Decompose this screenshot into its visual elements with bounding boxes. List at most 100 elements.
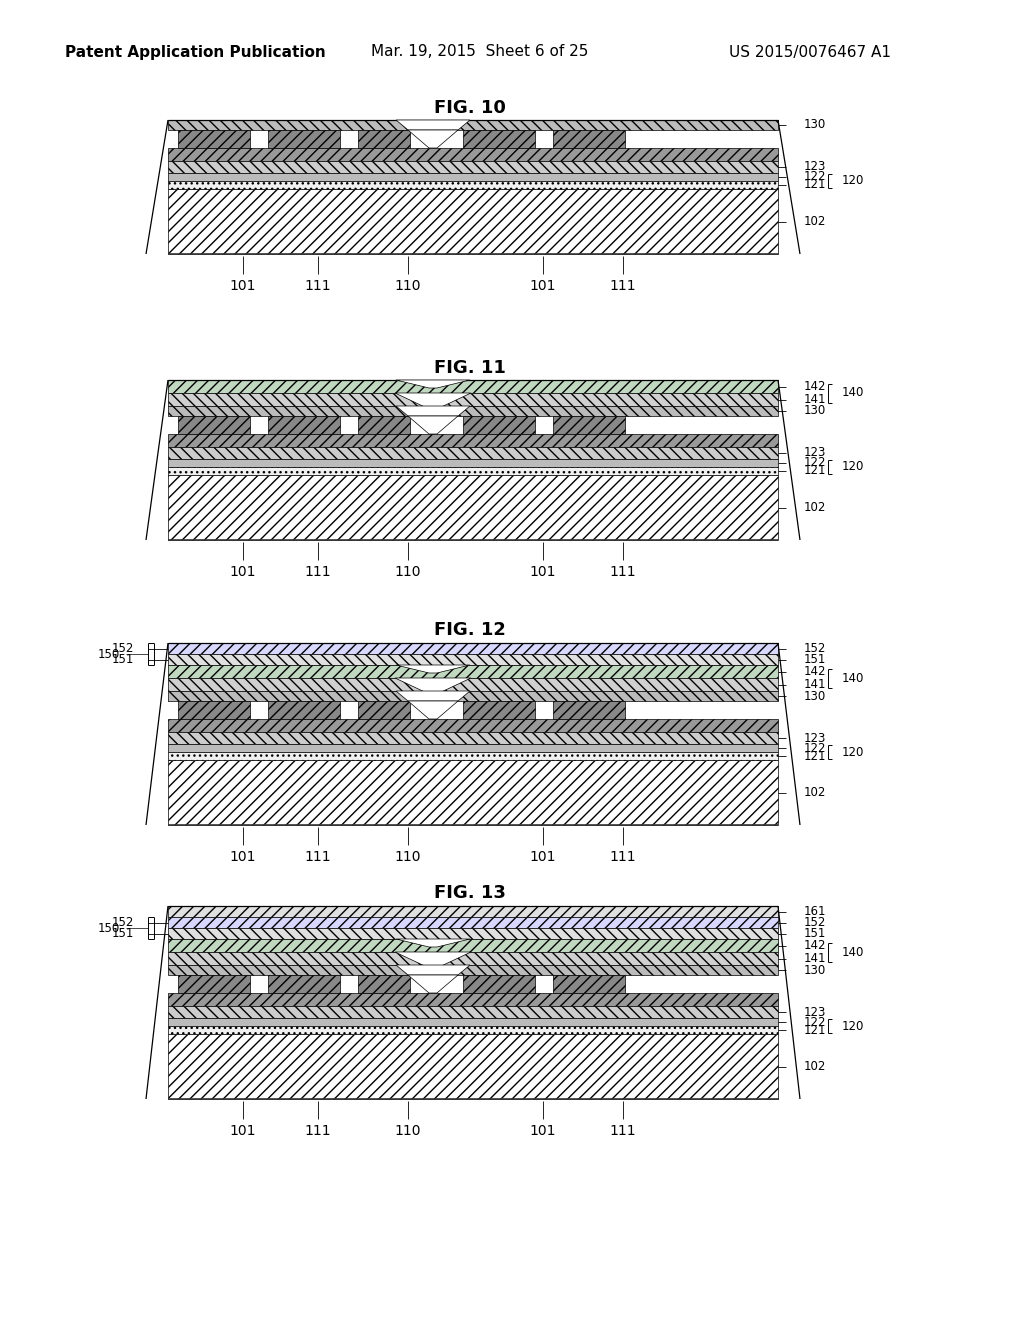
Text: 130: 130 xyxy=(804,119,826,132)
Text: 140: 140 xyxy=(842,945,864,958)
Bar xyxy=(178,701,250,719)
Bar xyxy=(358,129,410,148)
Text: 141: 141 xyxy=(804,393,826,407)
Text: 123: 123 xyxy=(804,446,826,459)
Bar xyxy=(168,161,778,173)
Text: 130: 130 xyxy=(804,404,826,417)
Text: 102: 102 xyxy=(804,785,826,799)
Text: 120: 120 xyxy=(842,746,864,759)
Text: 121: 121 xyxy=(804,1023,826,1036)
Bar xyxy=(463,975,535,993)
Bar xyxy=(168,459,778,467)
Bar xyxy=(168,752,778,760)
Bar xyxy=(168,917,778,928)
Bar xyxy=(168,1026,778,1034)
Bar xyxy=(268,129,340,148)
Bar xyxy=(168,906,778,917)
Polygon shape xyxy=(395,952,471,968)
Polygon shape xyxy=(408,416,458,434)
Text: 110: 110 xyxy=(394,279,421,293)
Text: 123: 123 xyxy=(804,731,826,744)
Text: 142: 142 xyxy=(804,380,826,393)
Text: 101: 101 xyxy=(529,565,556,579)
Bar xyxy=(168,189,778,253)
Bar xyxy=(178,975,250,993)
Text: 111: 111 xyxy=(609,1125,636,1138)
Polygon shape xyxy=(396,665,470,673)
Text: 151: 151 xyxy=(112,927,134,940)
Text: 123: 123 xyxy=(804,1006,826,1019)
Bar xyxy=(268,701,340,719)
Bar xyxy=(168,965,778,975)
Bar xyxy=(168,665,778,678)
Polygon shape xyxy=(408,701,458,719)
Text: 150: 150 xyxy=(97,648,120,660)
Bar xyxy=(168,467,778,475)
Bar xyxy=(553,701,625,719)
Bar xyxy=(168,760,778,825)
Text: 152: 152 xyxy=(804,642,826,655)
Text: 151: 151 xyxy=(804,927,826,940)
Text: 102: 102 xyxy=(804,215,826,228)
Bar xyxy=(168,120,778,129)
Text: 111: 111 xyxy=(609,850,636,865)
Bar xyxy=(268,975,340,993)
Bar xyxy=(168,744,778,752)
Bar xyxy=(168,993,778,1006)
Bar xyxy=(463,701,535,719)
Text: 150: 150 xyxy=(97,921,120,935)
Bar xyxy=(168,1006,778,1018)
Text: 111: 111 xyxy=(305,279,332,293)
Bar xyxy=(168,643,778,653)
Text: 121: 121 xyxy=(804,750,826,763)
Text: 111: 111 xyxy=(609,565,636,579)
Text: 151: 151 xyxy=(112,653,134,667)
Text: 101: 101 xyxy=(229,1125,256,1138)
Text: 122: 122 xyxy=(804,1015,826,1028)
Text: 101: 101 xyxy=(229,850,256,865)
Text: 141: 141 xyxy=(804,952,826,965)
Polygon shape xyxy=(396,380,470,388)
Text: 130: 130 xyxy=(804,689,826,702)
Text: 141: 141 xyxy=(804,678,826,690)
Bar xyxy=(168,447,778,459)
Text: 122: 122 xyxy=(804,457,826,470)
Text: 111: 111 xyxy=(305,565,332,579)
Text: 122: 122 xyxy=(804,742,826,755)
Polygon shape xyxy=(396,407,470,416)
Bar xyxy=(178,416,250,434)
Bar xyxy=(168,733,778,744)
Text: 120: 120 xyxy=(842,1019,864,1032)
Text: 152: 152 xyxy=(112,642,134,655)
Text: FIG. 10: FIG. 10 xyxy=(434,99,506,117)
Bar xyxy=(553,129,625,148)
Bar xyxy=(168,173,778,181)
Polygon shape xyxy=(395,678,471,694)
Bar xyxy=(358,975,410,993)
Polygon shape xyxy=(408,975,458,993)
Text: 101: 101 xyxy=(229,279,256,293)
Bar xyxy=(168,719,778,733)
Bar xyxy=(358,416,410,434)
Polygon shape xyxy=(396,939,470,946)
Bar xyxy=(168,380,778,393)
Bar xyxy=(168,148,778,161)
Text: FIG. 13: FIG. 13 xyxy=(434,884,506,902)
Text: Mar. 19, 2015  Sheet 6 of 25: Mar. 19, 2015 Sheet 6 of 25 xyxy=(372,45,589,59)
Text: 102: 102 xyxy=(804,502,826,513)
Text: 101: 101 xyxy=(529,1125,556,1138)
Text: FIG. 12: FIG. 12 xyxy=(434,620,506,639)
Text: 142: 142 xyxy=(804,665,826,678)
Text: 161: 161 xyxy=(804,906,826,917)
Text: 102: 102 xyxy=(804,1060,826,1073)
Text: 142: 142 xyxy=(804,939,826,952)
Text: FIG. 11: FIG. 11 xyxy=(434,359,506,378)
Bar xyxy=(178,129,250,148)
Text: 101: 101 xyxy=(529,850,556,865)
Bar xyxy=(168,690,778,701)
Text: 101: 101 xyxy=(229,565,256,579)
Bar xyxy=(168,928,778,939)
Bar xyxy=(168,393,778,407)
Text: 130: 130 xyxy=(804,964,826,977)
Bar xyxy=(463,416,535,434)
